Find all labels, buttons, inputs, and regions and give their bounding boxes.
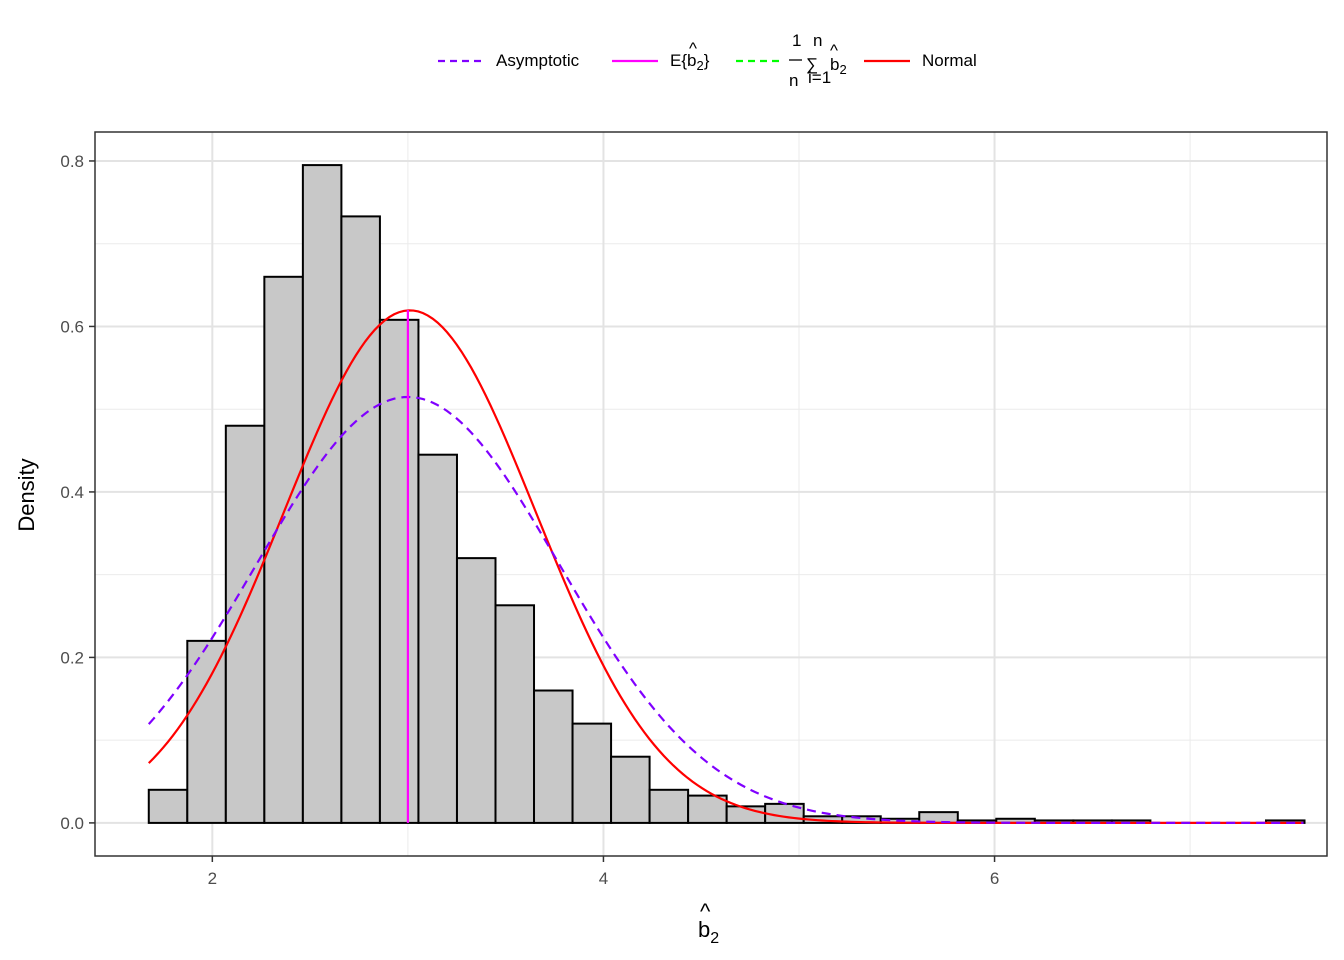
histogram-bar — [571, 722, 613, 824]
plot-frame — [94, 131, 1328, 857]
histogram-bars — [147, 164, 1306, 824]
svg-text:^: ^ — [830, 41, 838, 60]
svg-text:^: ^ — [689, 39, 697, 58]
histogram-bar — [417, 453, 458, 824]
y-tick-label: 0.2 — [60, 648, 84, 667]
y-tick-label: 0.4 — [60, 483, 84, 502]
y-tick-label: 0.6 — [60, 317, 84, 336]
histogram-bar — [263, 275, 304, 824]
svg-text:∑: ∑ — [806, 55, 818, 74]
svg-text:^: ^ — [700, 899, 711, 924]
svg-text:1: 1 — [792, 31, 801, 50]
x-tick-label: 6 — [990, 869, 999, 888]
histogram-bar — [301, 164, 343, 824]
density-lines — [147, 309, 1304, 825]
svg-text:n: n — [789, 71, 798, 90]
panel-border — [94, 131, 1328, 857]
histogram-bar — [918, 811, 959, 824]
legend-label-expected: E{b2} ^ — [670, 39, 710, 73]
histogram-bar — [186, 639, 227, 824]
density-line-asymptotic — [147, 395, 1304, 825]
histogram-bar — [340, 215, 381, 824]
x-tick-label: 2 — [208, 869, 217, 888]
histogram-bar — [494, 604, 536, 824]
svg-text:i=1: i=1 — [808, 68, 831, 87]
legend-label-normal: Normal — [922, 51, 977, 70]
histogram-bar — [533, 689, 574, 824]
x-axis: 2 4 6 — [208, 856, 999, 888]
histogram-bar — [610, 755, 651, 824]
histogram-bar — [455, 557, 497, 824]
histogram-bar — [648, 788, 690, 824]
y-axis-title: Density — [14, 458, 39, 531]
legend-label-sample-mean: 1 n n ∑ i=1 b2 ^ — [789, 31, 847, 90]
svg-text:n: n — [813, 31, 822, 50]
histogram-bar — [378, 318, 420, 824]
y-axis: 0.0 0.2 0.4 0.6 0.8 — [60, 152, 95, 833]
x-axis-title: b2 ^ — [698, 899, 719, 947]
y-tick-label: 0.0 — [60, 814, 84, 833]
histogram-bar — [224, 424, 266, 824]
legend-label-asymptotic: Asymptotic — [496, 51, 580, 70]
histogram-bar — [147, 788, 189, 824]
y-tick-label: 0.8 — [60, 152, 84, 171]
x-tick-label: 4 — [599, 869, 608, 888]
legend: Asymptotic E{b2} ^ 1 n n ∑ i=1 b2 ^ Norm… — [438, 31, 977, 90]
